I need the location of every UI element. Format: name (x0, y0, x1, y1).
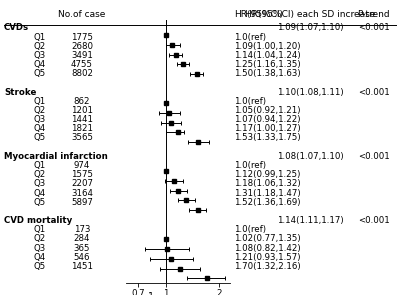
Text: 1.02(0.77,1.35): 1.02(0.77,1.35) (234, 235, 301, 243)
Text: Q1: Q1 (34, 161, 46, 170)
Text: 5897: 5897 (71, 198, 93, 207)
Text: 546: 546 (74, 253, 90, 262)
Text: 2680: 2680 (71, 42, 93, 51)
Text: HR(95%CI) each SD increase: HR(95%CI) each SD increase (245, 10, 375, 19)
Text: <0.001: <0.001 (358, 216, 390, 225)
Text: <0.001: <0.001 (358, 88, 390, 96)
Text: 1.0(ref): 1.0(ref) (234, 225, 266, 234)
Text: Q5: Q5 (34, 198, 46, 207)
Text: Q4: Q4 (34, 60, 46, 69)
Text: 1.08(1.07,1.10): 1.08(1.07,1.10) (277, 152, 343, 161)
Text: 1.70(1.32,2.16): 1.70(1.32,2.16) (234, 262, 301, 271)
Text: 1.18(1.06,1.32): 1.18(1.06,1.32) (234, 179, 301, 188)
Text: 1575: 1575 (71, 170, 93, 179)
Text: 1.05(0.92,1.21): 1.05(0.92,1.21) (234, 106, 300, 115)
Text: Q3: Q3 (34, 115, 46, 124)
Text: Q2: Q2 (34, 170, 46, 179)
Text: 1.0(ref): 1.0(ref) (234, 32, 266, 42)
Text: Q2: Q2 (34, 235, 46, 243)
Text: 1.09(1.00,1.20): 1.09(1.00,1.20) (234, 42, 300, 51)
Text: 365: 365 (74, 244, 90, 253)
Text: 2207: 2207 (71, 179, 93, 188)
Text: 1.10(1.08,1.11): 1.10(1.08,1.11) (277, 88, 343, 96)
Text: 173: 173 (74, 225, 90, 234)
Text: Q2: Q2 (34, 42, 46, 51)
Text: Q2: Q2 (34, 106, 46, 115)
Text: 1.31(1.18,1.47): 1.31(1.18,1.47) (234, 189, 301, 198)
Text: Q3: Q3 (34, 244, 46, 253)
Text: Q1: Q1 (34, 32, 46, 42)
Text: Q4: Q4 (34, 189, 46, 198)
Text: 284: 284 (74, 235, 90, 243)
Text: 1.07(0.94,1.22): 1.07(0.94,1.22) (234, 115, 300, 124)
Text: 974: 974 (74, 161, 90, 170)
Text: 1.21(0.93,1.57): 1.21(0.93,1.57) (234, 253, 300, 262)
Text: 1.12(0.99,1.25): 1.12(0.99,1.25) (234, 170, 300, 179)
Text: 1.17(1.00,1.27): 1.17(1.00,1.27) (234, 124, 301, 133)
Text: 1.14(1.11,1.17): 1.14(1.11,1.17) (277, 216, 343, 225)
Text: 1.08(0.82,1.42): 1.08(0.82,1.42) (234, 244, 301, 253)
Text: Q4: Q4 (34, 253, 46, 262)
Text: 862: 862 (74, 97, 90, 106)
Text: 1201: 1201 (71, 106, 93, 115)
Text: Q5: Q5 (34, 69, 46, 78)
Text: Q3: Q3 (34, 51, 46, 60)
Text: Q3: Q3 (34, 179, 46, 188)
Text: 3491: 3491 (71, 51, 93, 60)
Text: 1.0(ref): 1.0(ref) (234, 161, 266, 170)
Text: 1.50(1.38,1.63): 1.50(1.38,1.63) (234, 69, 301, 78)
Text: 3164: 3164 (71, 189, 93, 198)
Text: HR(95%CI): HR(95%CI) (234, 10, 283, 19)
Text: 1.25(1.16,1.35): 1.25(1.16,1.35) (234, 60, 301, 69)
Text: 4755: 4755 (71, 60, 93, 69)
Text: 1441: 1441 (71, 115, 93, 124)
Text: 1.0(ref): 1.0(ref) (234, 97, 266, 106)
Text: Q1: Q1 (34, 225, 46, 234)
Text: 1.53(1.33,1.75): 1.53(1.33,1.75) (234, 133, 301, 142)
Text: 1.09(1.07,1.10): 1.09(1.07,1.10) (277, 23, 343, 32)
Text: <0.001: <0.001 (358, 152, 390, 161)
Text: CVDs: CVDs (4, 23, 29, 32)
Text: Myocardial infarction: Myocardial infarction (4, 152, 108, 161)
Text: Stroke: Stroke (4, 88, 36, 96)
Text: <0.001: <0.001 (358, 23, 390, 32)
Text: Q1: Q1 (34, 97, 46, 106)
Text: 1.52(1.36,1.69): 1.52(1.36,1.69) (234, 198, 300, 207)
Text: P-trend: P-trend (357, 10, 390, 19)
Text: Q5: Q5 (34, 133, 46, 142)
Text: Q4: Q4 (34, 124, 46, 133)
Text: 1451: 1451 (71, 262, 93, 271)
Text: CVD mortality: CVD mortality (4, 216, 72, 225)
Text: 8802: 8802 (71, 69, 93, 78)
Text: Q5: Q5 (34, 262, 46, 271)
Text: 1775: 1775 (71, 32, 93, 42)
Text: 1821: 1821 (71, 124, 93, 133)
Text: 3565: 3565 (71, 133, 93, 142)
Text: 1.14(1.04,1.24): 1.14(1.04,1.24) (234, 51, 301, 60)
Text: No.of case: No.of case (58, 10, 106, 19)
